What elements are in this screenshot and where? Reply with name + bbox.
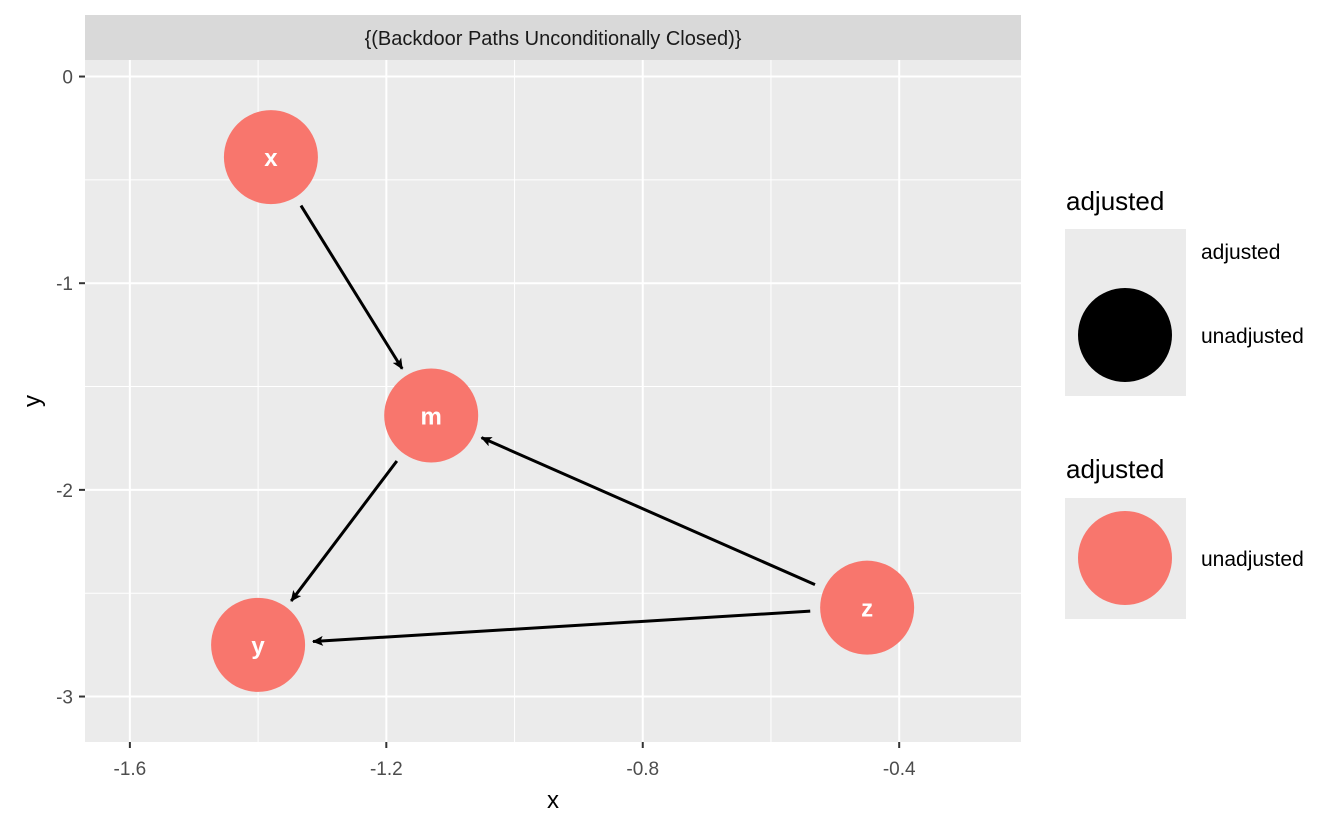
node-label-x: x [264,145,278,172]
legend-2-swatch-unadjusted [1078,511,1172,605]
node-y [211,597,306,692]
node-x [223,110,318,205]
legend-1-title: adjusted [1066,186,1164,216]
legend-adjusted-2: adjusted unadjusted [1065,454,1304,619]
legend-adjusted-1: adjusted adjusted unadjusted [1065,186,1304,396]
legend-2-title: adjusted [1066,454,1164,484]
edge-x-m [299,204,404,370]
edge-z-m [480,436,816,587]
y-axis: 0 -1 -2 -3 [56,68,85,709]
legend-2-key-unadjusted: unadjusted [1201,548,1304,571]
x-axis: -1.6 -1.2 -0.8 -0.4 [114,742,916,780]
dag-edges [290,204,816,646]
y-tick-label: -1 [56,274,73,295]
x-tick-label: -1.2 [370,759,403,780]
node-label-z: z [861,596,873,623]
x-tick-label: -1.6 [114,759,147,780]
facet-strip [85,15,1021,60]
x-axis-title: x [547,787,559,814]
node-z [820,560,915,655]
x-tick-label: -0.4 [883,759,916,780]
legend-1-swatch-unadjusted [1078,288,1172,382]
legend-1-key-unadjusted: unadjusted [1201,325,1304,348]
node-label-m: m [421,403,442,430]
edge-m-y [290,460,399,602]
grid-major [85,60,1021,742]
node-label-y: y [251,633,265,660]
y-tick-label: -2 [56,481,73,502]
y-axis-title: y [19,395,46,407]
x-tick-label: -0.8 [626,759,659,780]
edge-z-y [311,609,811,646]
y-tick-label: 0 [62,68,73,89]
dag-nodes: x m y z [211,110,915,692]
node-m [384,368,479,463]
y-tick-label: -3 [56,688,73,709]
legend-1-key-adjusted: adjusted [1201,241,1280,264]
facet-strip-title: {(Backdoor Paths Unconditionally Closed)… [365,28,742,50]
